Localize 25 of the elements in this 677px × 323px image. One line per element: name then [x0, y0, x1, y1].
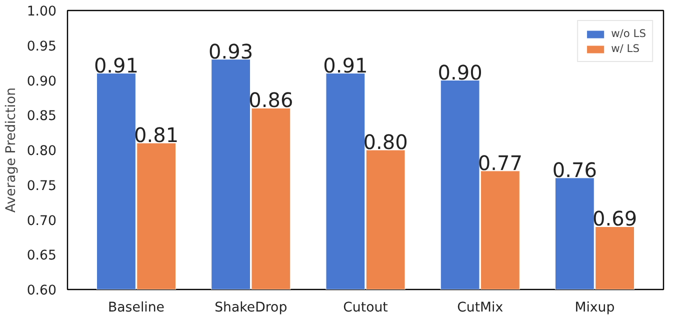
y-axis-title: Average Prediction [4, 87, 19, 213]
legend-label: w/o LS [611, 27, 646, 40]
y-tick-label: 0.70 [26, 214, 57, 229]
data-label: 0.80 [363, 130, 408, 154]
data-label: 0.91 [323, 53, 368, 78]
data-label: 0.91 [94, 53, 138, 78]
data-label: 0.93 [208, 39, 254, 64]
y-tick-label: 0.65 [26, 248, 57, 264]
x-tick-label: Baseline [108, 300, 165, 316]
data-label: 0.76 [552, 158, 597, 182]
y-tick-label: 1.00 [26, 4, 57, 20]
data-label: 0.90 [438, 60, 482, 84]
x-tick-label: CutMix [457, 300, 504, 316]
legend-label: w/ LS [611, 42, 640, 55]
y-tick-label: 0.75 [26, 178, 57, 194]
x-tick-label: Mixup [574, 300, 615, 316]
data-label: 0.77 [478, 150, 522, 175]
y-tick-label: 0.95 [26, 39, 57, 54]
y-tick-label: 0.80 [26, 144, 57, 159]
x-tick-label: Cutout [343, 300, 388, 316]
x-tick-label: ShakeDrop [214, 300, 288, 316]
y-tick-label: 0.90 [26, 74, 57, 90]
data-label: 0.86 [248, 88, 294, 112]
y-tick-label: 0.60 [26, 284, 57, 298]
y-tick-label: 0.85 [26, 109, 57, 124]
